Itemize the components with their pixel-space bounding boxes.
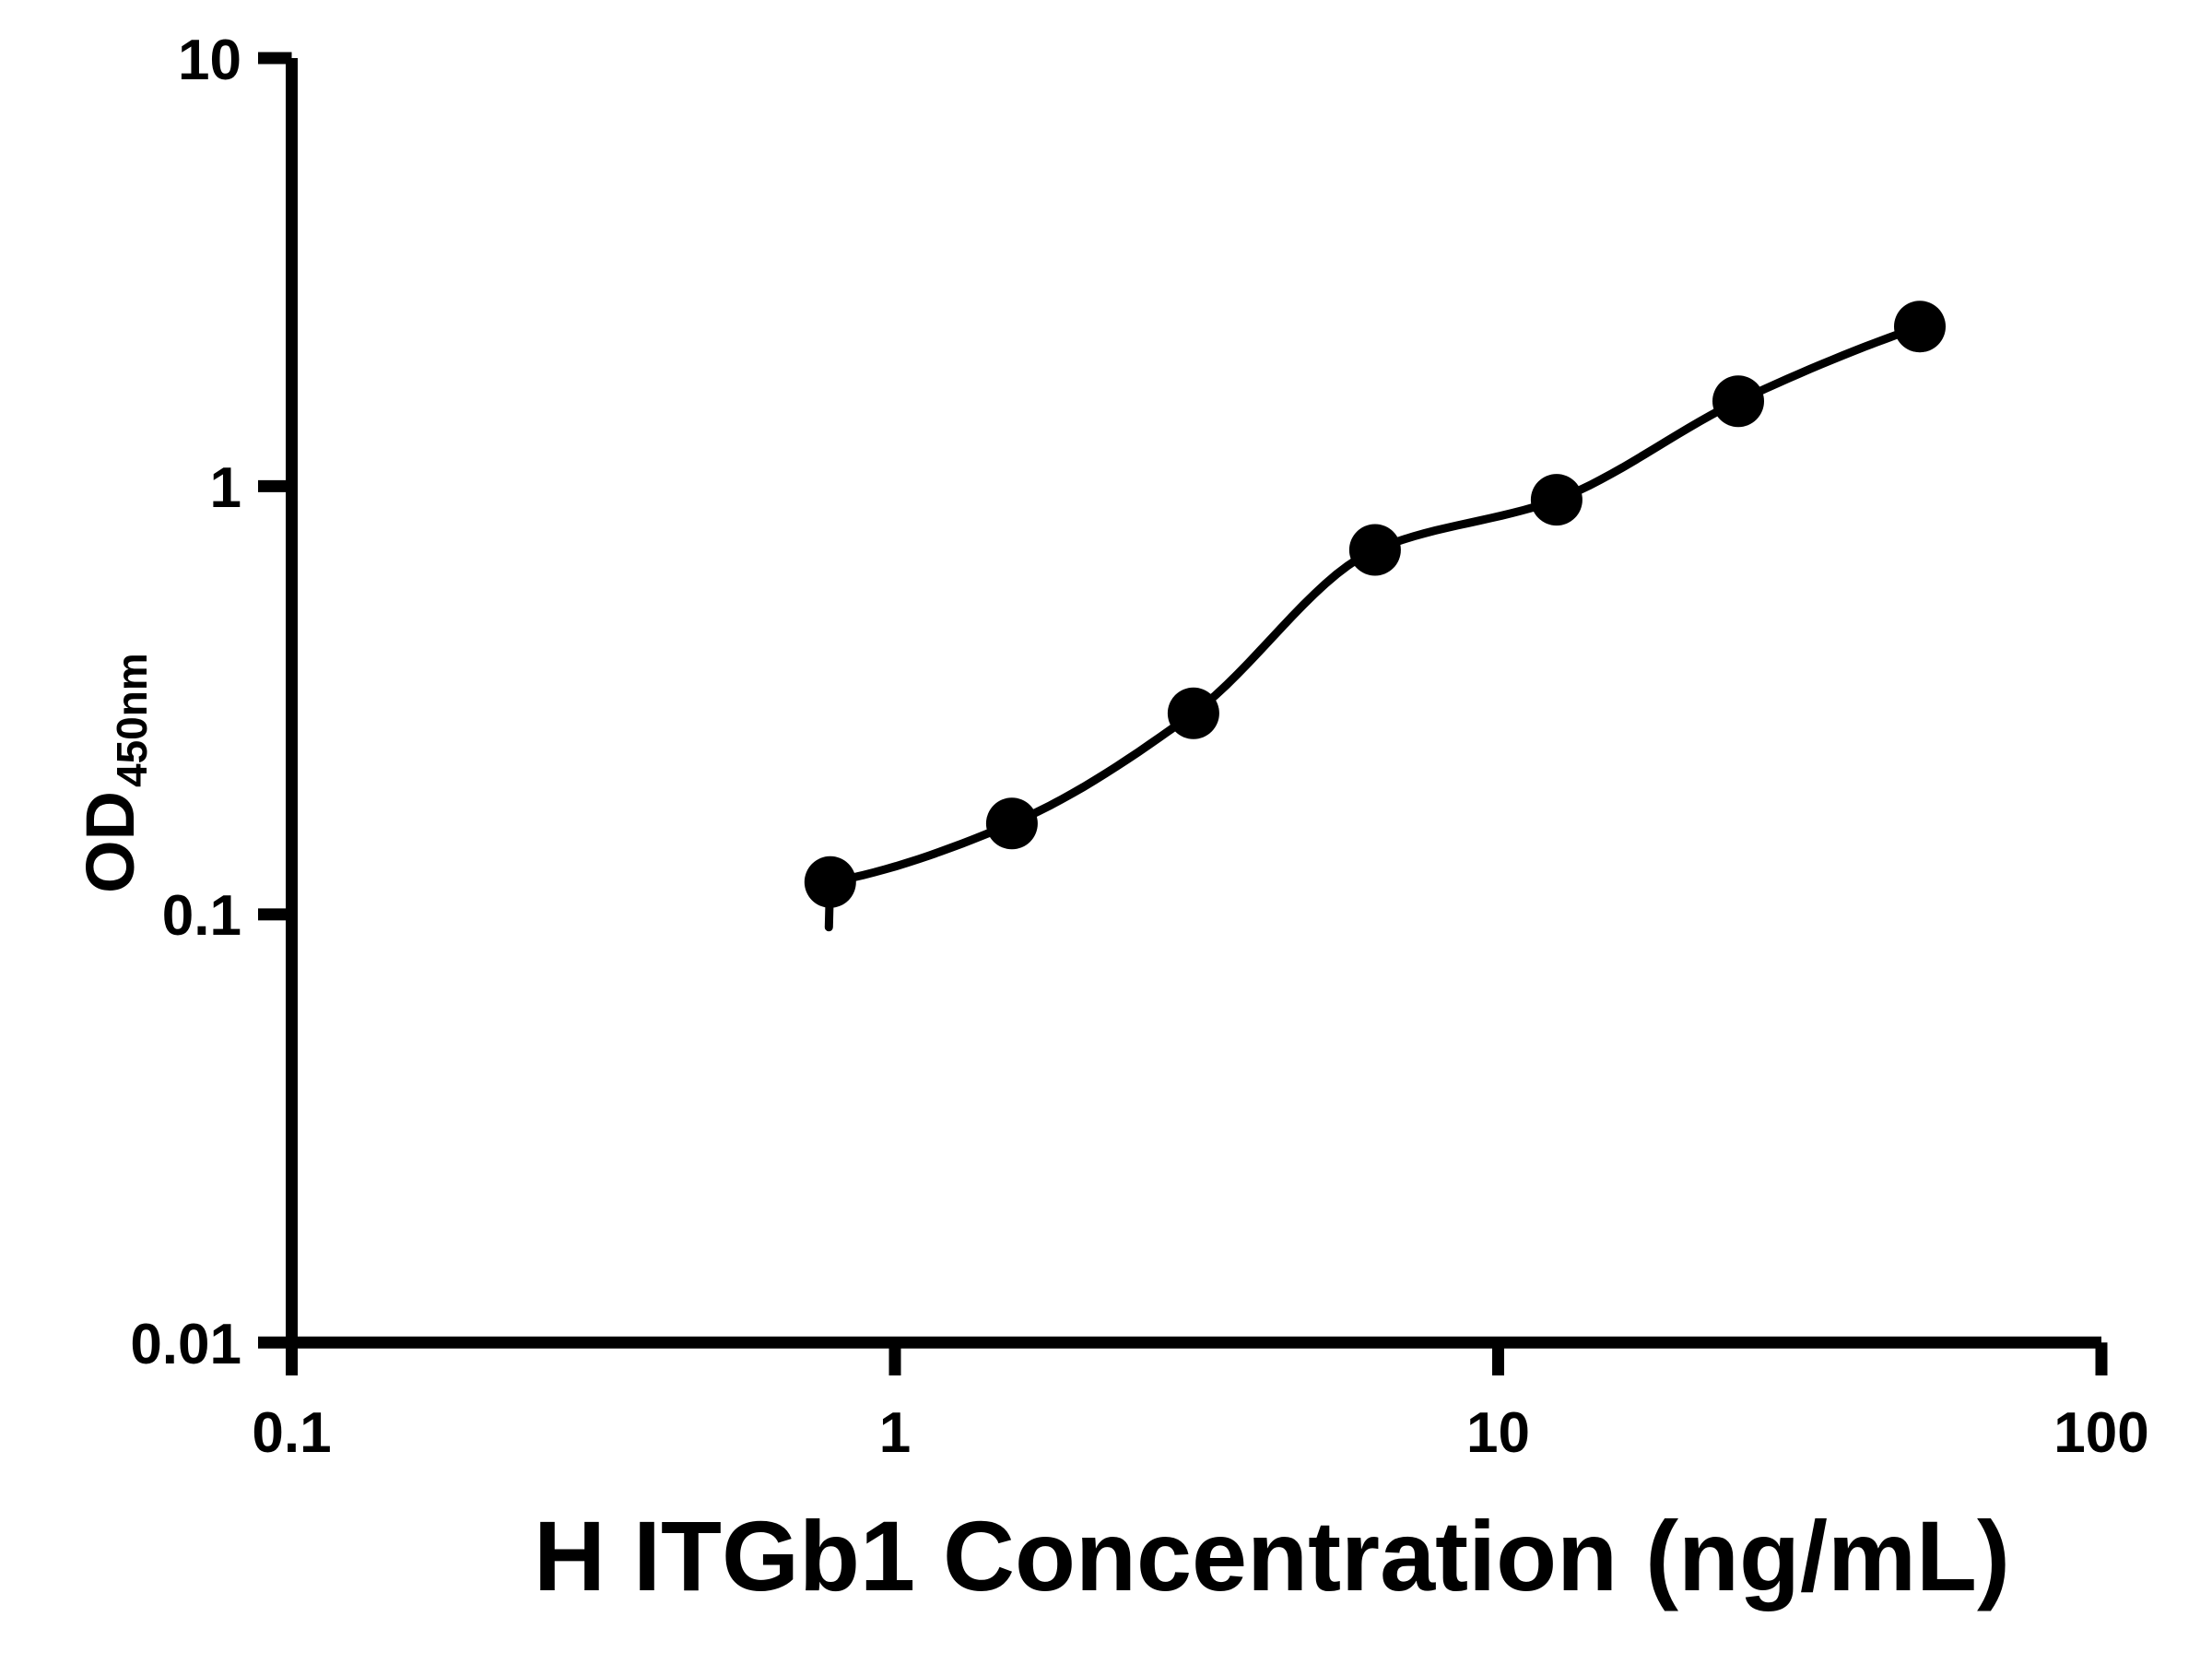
svg-text:1: 1 bbox=[210, 456, 241, 520]
svg-text:100: 100 bbox=[2053, 1401, 2148, 1465]
svg-text:10: 10 bbox=[1466, 1401, 1530, 1465]
svg-text:0.1: 0.1 bbox=[162, 884, 241, 948]
svg-text:0.1: 0.1 bbox=[252, 1401, 331, 1465]
svg-text:1: 1 bbox=[879, 1401, 911, 1465]
svg-text:OD: OD bbox=[72, 791, 148, 893]
svg-text:10: 10 bbox=[178, 29, 241, 92]
svg-text:H ITGb1 Concentration (ng/mL): H ITGb1 Concentration (ng/mL) bbox=[534, 1500, 2010, 1611]
svg-text:0.01: 0.01 bbox=[130, 1313, 241, 1376]
svg-text:450nm: 450nm bbox=[108, 653, 156, 787]
